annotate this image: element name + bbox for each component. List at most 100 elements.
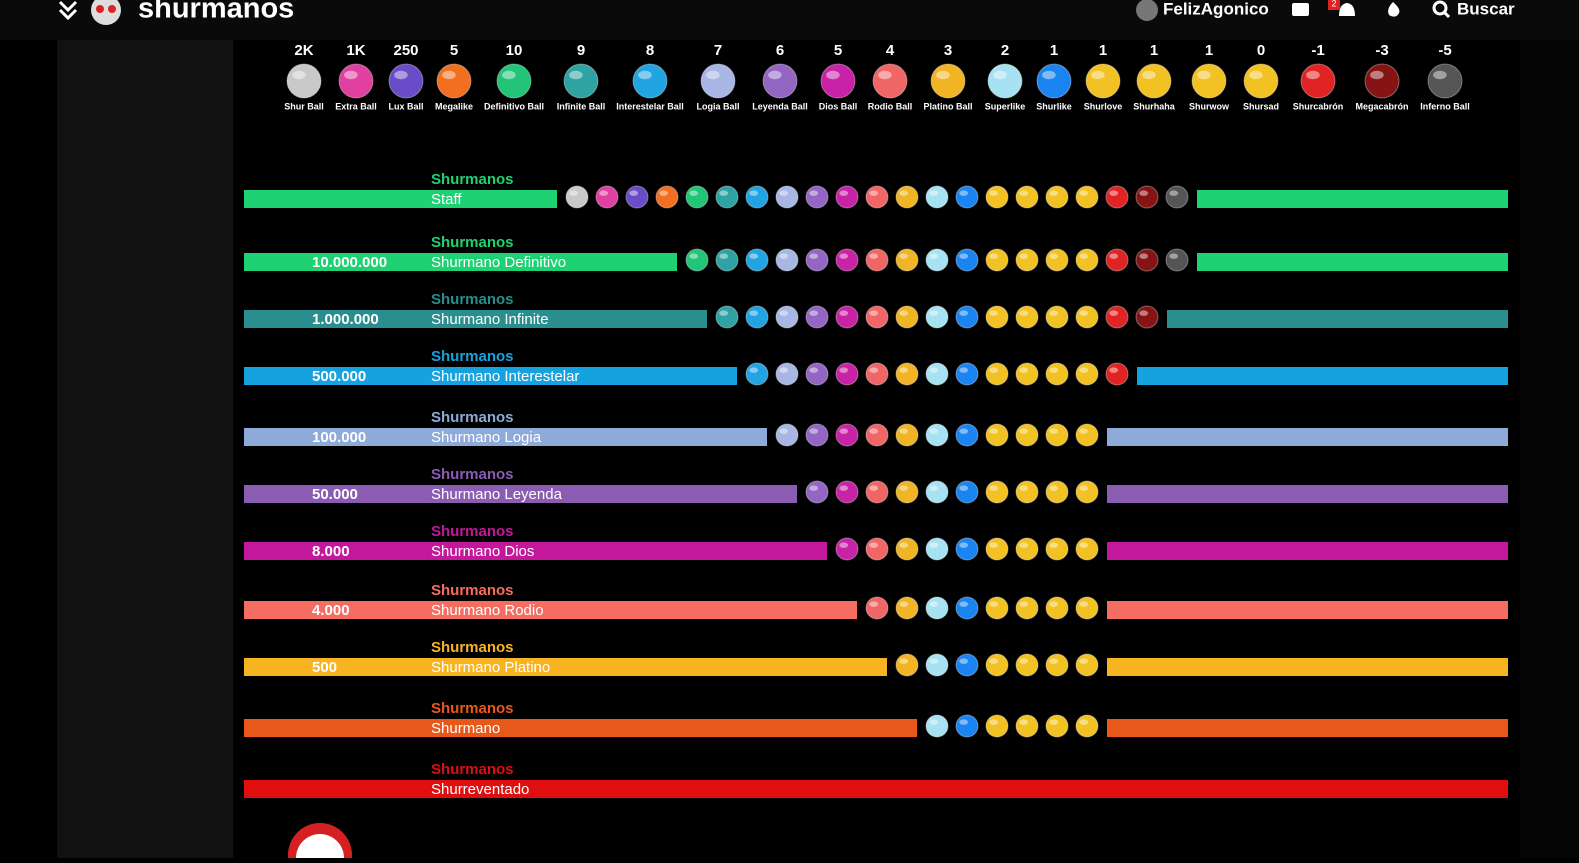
ball-value: 0 (1257, 42, 1265, 59)
ball-name: Logia Ball (696, 101, 739, 111)
ball-shine (768, 70, 782, 80)
ball-shine (1249, 70, 1263, 80)
ball-shine (1079, 367, 1089, 373)
ball-value: 250 (393, 42, 418, 59)
ball-shine (1049, 658, 1059, 664)
ball-icon (955, 480, 979, 504)
ball-icon (805, 362, 829, 386)
badge-count: 2 (1331, 0, 1336, 8)
ball-icon (625, 185, 649, 209)
ball-icon (632, 63, 668, 99)
rank-group: Shurmanos (431, 700, 514, 717)
ball-shine (869, 367, 879, 373)
ball-icon (835, 305, 859, 329)
mail-icon[interactable] (1292, 3, 1309, 16)
ball-value: -3 (1375, 42, 1388, 59)
ball-shine (809, 310, 819, 316)
ball-icon (930, 63, 966, 99)
rank-name: Shurmano Leyenda (431, 486, 563, 503)
menu-icon[interactable] (58, 0, 78, 21)
ball-icon (895, 305, 919, 329)
ball-icon (985, 248, 1009, 272)
ball-shine (899, 428, 909, 434)
ball-icon (865, 596, 889, 620)
ball-icon (286, 63, 322, 99)
logo-text[interactable]: shurmanos (138, 0, 294, 25)
rank-name: Shurmano Interestelar (431, 368, 579, 385)
ball-shine (1019, 601, 1029, 607)
rank-bar (244, 542, 827, 560)
ball-icon (955, 248, 979, 272)
flame-icon[interactable] (1388, 2, 1400, 17)
ball-shine (1169, 253, 1179, 259)
ball-icon (955, 423, 979, 447)
rank-group: Shurmanos (431, 409, 514, 426)
ball-shine (1079, 658, 1089, 664)
ball-icon (1075, 537, 1099, 561)
ball-shine (706, 70, 720, 80)
ball-icon (745, 362, 769, 386)
ball-shine (899, 542, 909, 548)
ball-icon (1075, 185, 1099, 209)
ball-value: 1 (1099, 42, 1107, 59)
search-icon[interactable] (1432, 0, 1448, 16)
ball-shine (1049, 190, 1059, 196)
ball-name: Shurlove (1084, 101, 1123, 111)
ball-icon (865, 362, 889, 386)
ball-icon (895, 480, 919, 504)
ball-icon (715, 305, 739, 329)
rank-group: Shurmanos (431, 348, 514, 365)
search-label[interactable]: Buscar (1457, 0, 1515, 18)
ball-icon (805, 248, 829, 272)
ball-shine (936, 70, 950, 80)
ball-icon (1015, 423, 1039, 447)
ball-shine (929, 542, 939, 548)
ball-value: 6 (776, 42, 784, 59)
ball-icon (865, 423, 889, 447)
rank-threshold: 500.000 (312, 368, 366, 385)
ball-icon (1165, 248, 1189, 272)
rank-group: Shurmanos (431, 466, 514, 483)
ball-name: Megalike (435, 101, 473, 111)
ball-shine (869, 310, 879, 316)
ball-shine (1139, 310, 1149, 316)
ball-icon (985, 362, 1009, 386)
ball-icon (1045, 248, 1069, 272)
ball-shine (826, 70, 840, 80)
ball-shine (1049, 310, 1059, 316)
ball-icon (1165, 185, 1189, 209)
ball-shine (749, 367, 759, 373)
rank-bar (1137, 367, 1508, 385)
rank-name: Shurmano Definitivo (431, 254, 566, 271)
avatar[interactable] (1136, 0, 1158, 21)
rank-bar (1167, 310, 1508, 328)
ball-value: 2K (294, 42, 313, 59)
rank-bar (1107, 485, 1508, 503)
ball-shine (1197, 70, 1211, 80)
ball-shine (1019, 367, 1029, 373)
ball-icon (762, 63, 798, 99)
rank-name: Staff (431, 191, 462, 208)
bell-icon[interactable] (1339, 3, 1355, 16)
ball-shine (1049, 485, 1059, 491)
ball-icon (925, 653, 949, 677)
ball-icon (1045, 423, 1069, 447)
ball-shine (779, 190, 789, 196)
ball-name: Definitivo Ball (484, 101, 544, 111)
rank-threshold: 10.000.000 (312, 254, 387, 271)
rank-name: Shurmano Logia (431, 429, 542, 446)
ball-shine (989, 658, 999, 664)
ball-icon (1135, 305, 1159, 329)
rank-bar (1107, 719, 1508, 737)
ball-icon (925, 185, 949, 209)
rank-bar (244, 253, 677, 271)
ball-shine (344, 70, 358, 80)
ball-shine (809, 190, 819, 196)
ball-shine (929, 719, 939, 725)
ball-shine (869, 485, 879, 491)
ball-shine (1049, 542, 1059, 548)
username[interactable]: FelizAgonico (1163, 0, 1269, 18)
ball-icon (745, 248, 769, 272)
ball-icon (655, 185, 679, 209)
